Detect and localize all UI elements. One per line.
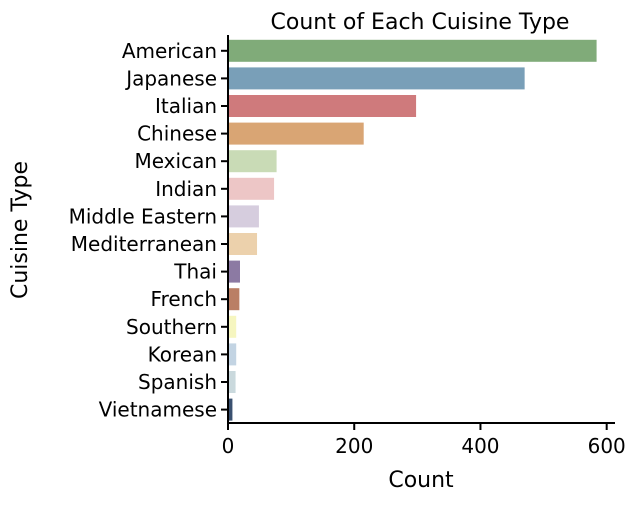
bar-mediterranean: [228, 233, 258, 255]
bar-korean: [228, 343, 237, 366]
y-tick-label: Mediterranean: [71, 232, 217, 256]
x-tick-label: 200: [335, 434, 373, 458]
chart-title: Count of Each Cuisine Type: [271, 10, 570, 35]
bar-japanese: [228, 67, 525, 90]
y-tick-label: Mexican: [134, 149, 217, 173]
bar-american: [228, 39, 597, 62]
y-tick-label: French: [151, 287, 217, 311]
y-tick-label: Thai: [173, 260, 217, 284]
x-tick-label: 400: [461, 434, 499, 458]
x-axis-ticks: 0 200 400 600: [222, 423, 626, 458]
bar-french: [228, 288, 240, 311]
bar-italian: [228, 95, 417, 117]
y-tick-label: Italian: [155, 94, 217, 118]
bar-vietnamese: [228, 398, 233, 421]
y-tick-label: Japanese: [124, 66, 217, 90]
y-axis-label: Cuisine Type: [8, 161, 33, 299]
bars-group: [228, 39, 597, 421]
bar-indian: [228, 177, 275, 200]
bar-spanish: [228, 371, 236, 393]
y-tick-label: Korean: [148, 342, 217, 366]
bar-mexican: [228, 150, 277, 173]
y-tick-label: Middle Eastern: [69, 204, 217, 228]
y-tick-label: Southern: [126, 315, 217, 339]
bar-middle-eastern: [228, 205, 259, 228]
bar-chinese: [228, 122, 364, 145]
x-axis-label: Count: [388, 468, 454, 493]
y-tick-label: Vietnamese: [99, 398, 217, 422]
y-tick-label: American: [122, 39, 217, 63]
bar-thai: [228, 260, 240, 283]
y-tick-label: Spanish: [138, 370, 217, 394]
y-tick-label: Indian: [155, 177, 217, 201]
y-tick-label: Chinese: [137, 122, 217, 146]
x-tick-label: 0: [222, 434, 235, 458]
bar-southern: [228, 315, 237, 338]
y-axis-ticks: American Japanese Italian Chinese Mexican Ind…: [69, 39, 228, 422]
x-tick-label: 600: [588, 434, 626, 458]
